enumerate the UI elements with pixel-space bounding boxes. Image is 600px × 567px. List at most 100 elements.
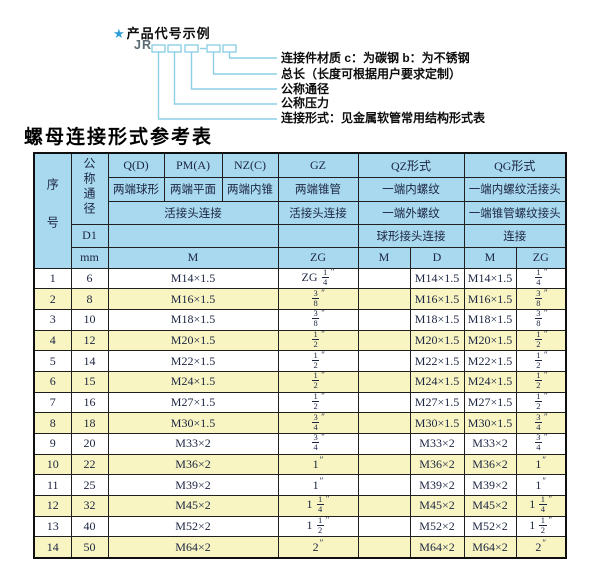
header-group-nz: NZ(C) [221,152,279,178]
cell-qg-zg: 1 2 ″ [515,329,567,352]
cell-qg-m: M64×2 [463,536,517,559]
cell-m-thread: M14×1.5 [107,267,279,290]
header-group-qz: QZ形式 [357,152,465,178]
cell-qz-m [357,412,411,434]
cell-m-thread: M33×2 [107,433,279,455]
table-row: 14 50 M64×2 2″ M64×2 M64×2 2″ [33,536,567,559]
cell-qz-m [357,267,411,290]
table-row: 10 22 M36×2 1″ M36×2 M36×2 1″ [33,453,567,476]
nut-connection-reference-table: 序号 公称通径 Q(D) PM(A) NZ(C) GZ QZ形式 QG形式 两端… [33,152,567,559]
cell-serial: 11 [33,474,72,497]
label-total-length: 总长（长度可根据用户要求定制） [281,67,462,81]
cell-serial: 4 [33,329,72,352]
cell-serial: 10 [33,453,72,476]
cell-qz-m [357,370,411,393]
cell-diameter-mm: 14 [70,350,109,372]
connector-line-form [157,52,277,120]
cell-m-thread: M30×1.5 [107,412,279,434]
connector-line-material [228,52,277,59]
cell-qg-m: M20×1.5 [463,329,517,352]
cell-serial: 8 [33,412,72,434]
code-connector-diagram [151,44,277,120]
cell-qg-m: M18×1.5 [463,308,517,331]
cell-serial: 14 [33,536,72,559]
cell-qg-m: M22×1.5 [463,350,517,372]
cell-qz-m [357,495,411,517]
code-prefix: JR [134,38,152,52]
cell-m-thread: M24×1.5 [107,370,279,393]
cell-serial: 5 [33,350,72,372]
table-title: 螺母连接形式参考表 [24,126,214,148]
cell-gz-zg: 1 2 ″ [277,329,359,352]
cell-m-thread: M20×1.5 [107,329,279,352]
cell-qz-m [357,474,411,497]
header-d-qz: D [409,246,465,269]
cell-serial: 3 [33,308,72,331]
cell-qg-zg: 1 1 2 ″ [515,515,567,538]
cell-qg-zg: 3 4 ″ [515,412,567,434]
cell-qz-d: M18×1.5 [409,308,465,331]
cell-gz-zg: 1 1 4 ″ [277,495,359,517]
header-m-qg: M [463,246,517,269]
connector-line-pressure [173,52,277,105]
header-blank-gz [277,223,359,248]
cell-m-thread: M22×1.5 [107,350,279,372]
cell-qg-zg: 3 8 ″ [515,288,567,310]
table-row: 7 16 M27×1.5 1 2 ″ M27×1.5 M27×1.5 1 2 ″ [33,391,567,414]
cell-serial: 13 [33,515,72,538]
header-mm: mm [70,246,109,269]
table-row: 12 32 M45×2 1 1 4 ″ M45×2 M45×2 1 1 4 ″ [33,495,567,517]
cell-qz-d: M20×1.5 [409,329,465,352]
cell-qz-d: M22×1.5 [409,350,465,372]
header-serial: 序号 [33,152,72,269]
cell-qz-d: M14×1.5 [409,267,465,290]
cell-qg-zg: 1 2 ″ [515,391,567,414]
cell-diameter-mm: 40 [70,515,109,538]
cell-serial: 1 [33,267,72,290]
cell-qg-zg: 1 2 ″ [515,350,567,372]
header-zg-gz: ZG [277,246,359,269]
cell-diameter-mm: 25 [70,474,109,497]
header-q-type: 两端球形 [107,176,165,202]
cell-qz-m [357,536,411,559]
table-row: 5 14 M22×1.5 1 2 ″ M22×1.5 M22×1.5 1 2 ″ [33,350,567,372]
code-box-1 [151,44,166,53]
cell-m-thread: M45×2 [107,495,279,517]
star-icon: ★ [113,26,126,41]
cell-m-thread: M36×2 [107,453,279,476]
header-group-qg: QG形式 [463,152,567,178]
cell-qg-m: M45×2 [463,495,517,517]
cell-qz-d: M33×2 [409,433,465,455]
cell-gz-zg: 1 2 ″ [277,350,359,372]
cell-qz-d: M16×1.5 [409,288,465,310]
cell-serial: 12 [33,495,72,517]
cell-qg-zg: 1 2 ″ [515,370,567,393]
table-row: 8 18 M30×1.5 3 4 ″ M30×1.5 M30×1.5 3 4 ″ [33,412,567,434]
cell-gz-zg: 1″ [277,474,359,497]
cell-m-thread: M64×2 [107,536,279,559]
cell-diameter-mm: 8 [70,288,109,310]
cell-qg-m: M30×1.5 [463,412,517,434]
cell-diameter-mm: 22 [70,453,109,476]
cell-gz-zg: 3 8 ″ [277,308,359,331]
cell-diameter-mm: 50 [70,536,109,559]
table-row: 4 12 M20×1.5 1 2 ″ M20×1.5 M20×1.5 1 2 ″ [33,329,567,352]
cell-diameter-mm: 15 [70,370,109,393]
cell-qg-m: M52×2 [463,515,517,538]
cell-qz-d: M30×1.5 [409,412,465,434]
cell-gz-zg: 1″ [277,453,359,476]
label-nominal-pressure: 公称压力 [281,96,330,110]
header-qz-ext-thread: 一端外螺纹 [357,200,465,225]
cell-m-thread: M52×2 [107,515,279,538]
header-zg-qg: ZG [515,246,567,269]
header-qg-type: 一端内螺纹活接头 [463,176,567,202]
cell-diameter-mm: 6 [70,267,109,290]
cell-qg-m: M14×1.5 [463,267,517,290]
cell-qz-m [357,350,411,372]
table-row: 6 15 M24×1.5 1 2 ″ M24×1.5 M24×1.5 1 2 ″ [33,370,567,393]
header-qz-ball-joint: 球形接头连接 [357,223,465,248]
cell-diameter-mm: 18 [70,412,109,434]
cell-serial: 9 [33,433,72,455]
cell-gz-zg: 3 4 ″ [277,412,359,434]
